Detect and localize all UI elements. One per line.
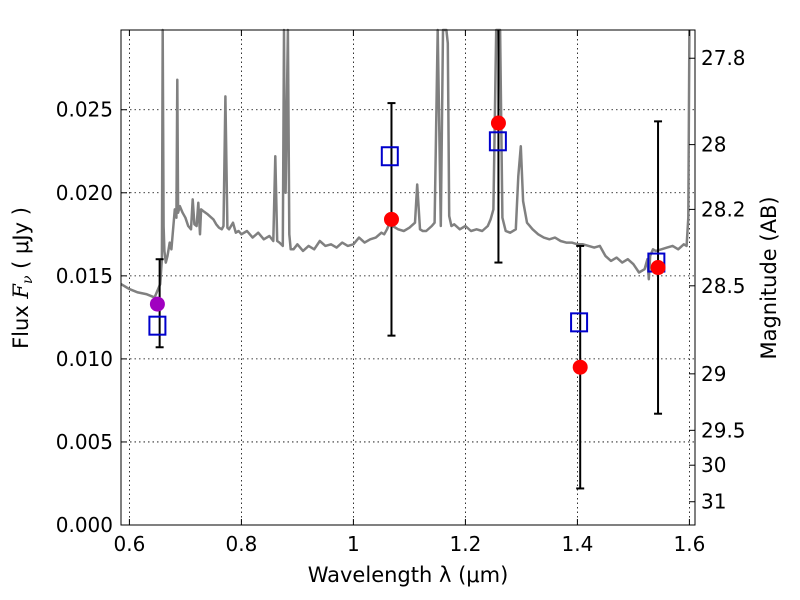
observed-fluxes <box>149 115 666 375</box>
right-axis-ticks: 27.8 28 28.2 28.5 29 29.5 30 31 <box>689 46 746 514</box>
x-tick-label: 1.2 <box>449 532 481 556</box>
y-axis-title: Flux Fν ( μJy ) <box>9 207 36 349</box>
template-spectrum <box>120 28 691 299</box>
x-tick-label: 1.6 <box>673 532 705 556</box>
spectrum-line <box>120 28 691 299</box>
y-tick-label: 0.015 <box>56 264 113 288</box>
gridlines <box>121 30 695 525</box>
x-axis-ticks: 0.6 0.8 1 1.2 1.4 1.6 <box>113 30 705 556</box>
y-tick-label: 0.010 <box>56 347 113 371</box>
right-tick-label: 30 <box>701 453 726 477</box>
model-point <box>570 312 589 333</box>
observed-point <box>650 260 666 276</box>
right-tick-label: 28.5 <box>701 274 746 298</box>
right-tick-label: 31 <box>701 490 726 514</box>
y-tick-label: 0.020 <box>56 181 113 205</box>
right-tick-label: 28.2 <box>701 197 746 221</box>
plot-area-background <box>121 30 695 525</box>
model-point <box>148 315 167 336</box>
y-axis-title-prefix: Flux <box>9 299 33 349</box>
y-tick-label: 0.000 <box>56 513 113 537</box>
x-axis-title: Wavelength λ (μm) <box>308 563 509 587</box>
model-point <box>380 146 399 167</box>
y-axis-title-subscript: ν <box>20 275 36 284</box>
x-tick-label: 0.6 <box>113 532 145 556</box>
x-tick-label: 1 <box>347 532 360 556</box>
y-tick-label: 0.025 <box>56 98 113 122</box>
right-tick-label: 29.5 <box>701 418 746 442</box>
right-axis-title: Magnitude (AB) <box>757 196 781 359</box>
plot-frame <box>120 29 696 526</box>
right-tick-label: 29 <box>701 362 726 386</box>
observed-point <box>149 296 165 312</box>
y-axis-title-symbol: F <box>9 283 33 300</box>
observed-point <box>383 211 399 227</box>
y-tick-label: 0.005 <box>56 430 113 454</box>
y-axis-ticks: 0.000 0.005 0.010 0.015 0.020 0.025 <box>56 98 127 537</box>
x-tick-label: 1.4 <box>561 532 593 556</box>
y-axis-title-suffix: ( μJy ) <box>9 207 33 275</box>
observed-point <box>490 115 506 131</box>
x-tick-label: 0.8 <box>225 532 257 556</box>
model-point <box>488 131 507 152</box>
right-tick-label: 27.8 <box>701 46 746 70</box>
right-tick-label: 28 <box>701 133 726 157</box>
observed-point <box>572 359 588 375</box>
